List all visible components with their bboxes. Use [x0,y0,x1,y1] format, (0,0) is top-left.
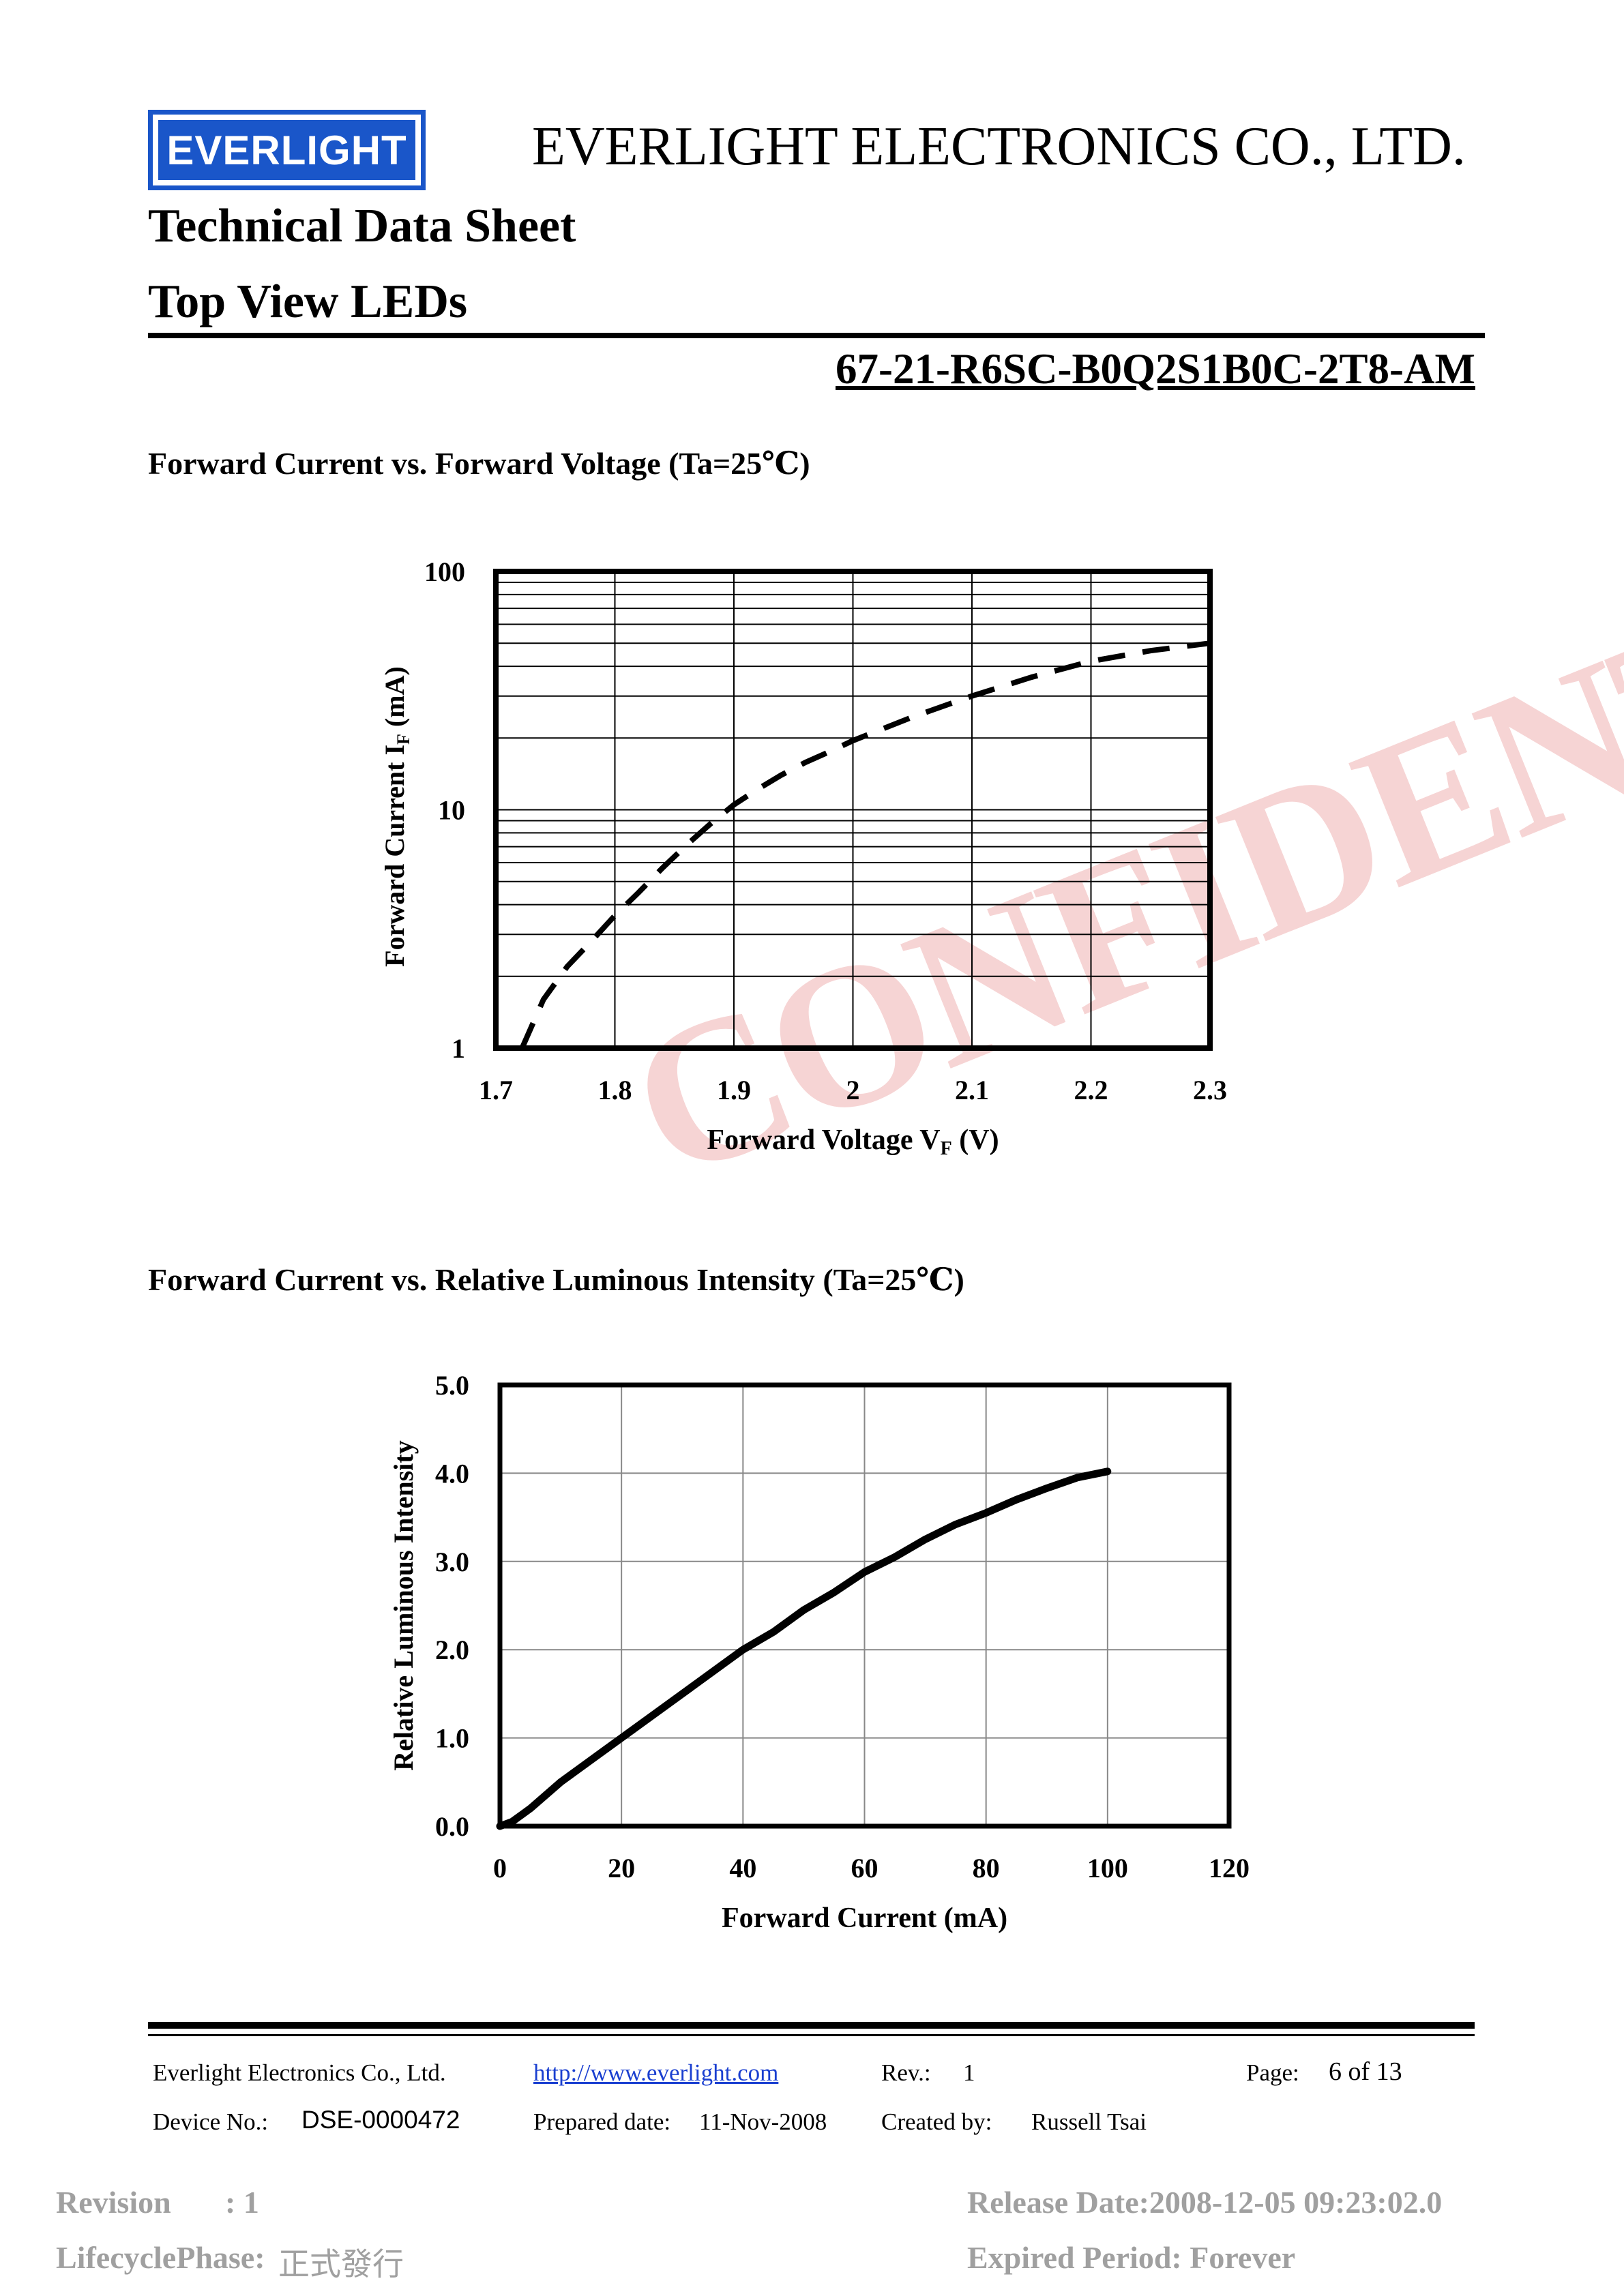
x-tick-label: 2.1 [955,1075,989,1105]
doc-subtitle: Top View LEDs [148,275,468,328]
x-tick-label: 120 [1209,1853,1250,1883]
x-tick-label: 1.8 [598,1075,632,1105]
footer-device-label: Device No.: [153,2108,269,2135]
footer-divider [148,2022,1475,2029]
x-tick-label: 2.2 [1074,1075,1108,1105]
x-tick-label: 2.3 [1193,1075,1227,1105]
part-number: 67-21-R6SC-B0Q2S1B0C-2T8-AM [836,345,1475,393]
footer-company: Everlight Electronics Co., Ltd. [153,2059,446,2086]
plot-frame [497,1382,1232,1829]
x-axis-label: Forward Voltage VF (V) [707,1124,999,1159]
footer-rev-value: 1 [963,2059,975,2086]
y-tick-label: 100 [424,556,465,587]
footer-url-link[interactable]: http://www.everlight.com [533,2059,779,2086]
section-title-iv: Forward Current vs. Forward Voltage (Ta=… [148,446,810,481]
footer-device-value: DSE-0000472 [301,2106,460,2134]
y-tick-label: 1.0 [435,1723,469,1754]
release-date: Release Date:2008-12-05 09:23:02.0 [967,2185,1443,2220]
luminous-curve-series [496,1467,1112,1830]
y-tick-label: 4.0 [435,1458,469,1489]
x-tick-label: 80 [973,1853,1000,1883]
iv-curve-series [519,640,1211,1049]
y-tick-label: 3.0 [435,1547,469,1577]
y-tick-label: 2.0 [435,1635,469,1665]
y-tick-label: 10 [438,795,465,826]
lifecycle-value: 正式發行 [278,2246,404,2282]
footer-divider-thin [148,2034,1475,2036]
footer-prepared-value: 11-Nov-2008 [699,2108,827,2135]
x-tick-label: 1.7 [479,1075,513,1105]
logo-text: EVERLIGHT [158,120,415,180]
luminous-chart: 0 20 40 60 80 100 120 0.0 1.0 2.0 3.0 4.0 5.0 Forward… [388,1370,1250,1934]
y-tick-label: 0.0 [435,1811,469,1842]
section-title-luminous: Forward Current vs. Relative Luminous In… [148,1262,964,1297]
iv-chart: 1.7 1.8 1.9 2 2.1 2.2 2.3 1 10 100 Forward Voltage… [379,556,1227,1159]
revision-value: : 1 [225,2185,259,2220]
x-tick-label: 20 [608,1853,635,1883]
x-tick-label: 100 [1087,1853,1128,1883]
footer-rev-label: Rev.: [881,2059,931,2086]
footer-page-value: 6 of 13 [1329,2057,1402,2086]
revision-label: Revision [56,2185,171,2220]
expired-period: Expired Period: Forever [967,2240,1296,2275]
x-axis-label: Forward Current (mA) [722,1903,1007,1934]
company-name: EVERLIGHT ELECTRONICS CO., LTD. [532,117,1466,177]
lifecycle-label: LifecyclePhase: [56,2240,265,2275]
x-tick-label: 1.9 [717,1075,751,1105]
x-tick-label: 0 [493,1853,507,1883]
footer-prepared-label: Prepared date: [533,2108,671,2135]
x-tick-label: 40 [729,1853,756,1883]
footer-created-value: Russell Tsai [1031,2108,1147,2135]
plot-frame [493,569,1213,1051]
everlight-logo: EVERLIGHT [148,110,426,190]
header-divider [148,333,1485,338]
x-tick-label: 60 [851,1853,879,1883]
y-axis-label: Forward Current IF (mA) [379,666,413,967]
y-axis-label: Relative Luminous Intensity [388,1440,419,1771]
y-tick-label: 1 [452,1033,465,1064]
doc-title: Technical Data Sheet [148,200,576,252]
y-tick-label: 5.0 [435,1370,469,1401]
x-tick-label: 2 [846,1075,860,1105]
footer-page-label: Page: [1246,2059,1299,2086]
footer-created-label: Created by: [881,2108,992,2135]
